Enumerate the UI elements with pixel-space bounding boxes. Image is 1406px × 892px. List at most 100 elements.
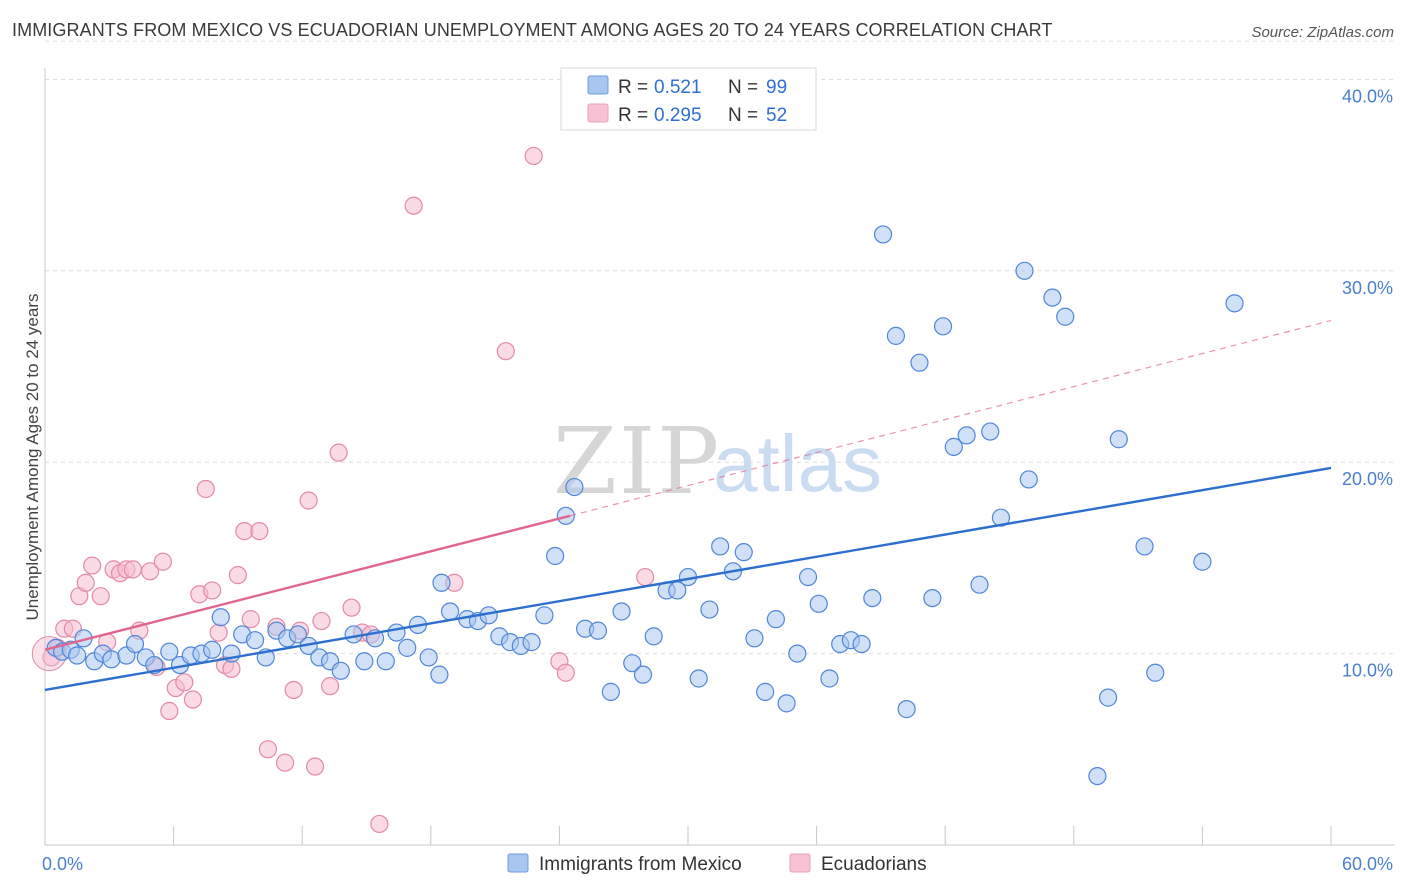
series-legend-swatch-ecuadorians (789, 853, 811, 873)
y-tick-labels: 10.0% 20.0% 30.0% 40.0% (1342, 86, 1393, 680)
ecuadorians-point (228, 566, 247, 585)
mexico-point (211, 608, 230, 627)
ecuadorians-trend-line (44, 514, 571, 651)
ecuadorians-point (76, 573, 95, 592)
mexico-point (1146, 663, 1165, 682)
y-tick-label: 40.0% (1342, 86, 1393, 106)
mexico-point (1019, 470, 1038, 489)
series-legend-label-ecuadorians: Ecuadorians (821, 854, 927, 875)
ecuadorians-point (329, 443, 348, 462)
ecuadorians-point (404, 196, 423, 215)
ecuadorians-point (222, 659, 241, 679)
ecuadorians-point (320, 677, 340, 696)
ecuadorians-point (275, 753, 295, 772)
mexico-point (863, 588, 882, 608)
ecuadorians-point (305, 757, 325, 776)
mexico-point (910, 353, 929, 372)
mexico-point (852, 634, 871, 654)
mexico-point (886, 326, 906, 345)
mexico-point (546, 546, 565, 566)
mexico-point (700, 600, 719, 619)
x-axis-ticks (44, 826, 1332, 845)
mexico-point (809, 594, 828, 613)
source-label: Source: ZipAtlas.com (1251, 24, 1394, 41)
mexico-point (535, 606, 554, 625)
mexico-point (873, 225, 893, 244)
ecuadorians-point (153, 552, 172, 571)
mexico-point (355, 652, 374, 671)
mexico-point (398, 638, 417, 657)
ecuadorians-point (196, 479, 215, 499)
series-legend-label-mexico: Immigrants from Mexico (539, 854, 742, 875)
ecuadorians-point (524, 146, 543, 166)
mexico-point (1193, 552, 1212, 571)
ecuadorians-point (160, 701, 179, 721)
legend-n-value-2: 52 (766, 105, 787, 126)
chart-title: IMMIGRANTS FROM MEXICO VS ECUADORIAN UNE… (12, 20, 1053, 40)
mexico-point (1098, 688, 1118, 707)
mexico-point (331, 661, 350, 680)
mexico-point (1043, 288, 1062, 307)
ecuadorians-point (636, 567, 655, 587)
mexico-point (991, 508, 1011, 527)
mexico-point (689, 669, 708, 688)
mexico-point (623, 654, 642, 673)
ecuadorians-point (203, 581, 222, 600)
ecuadorians-points (31, 146, 655, 834)
ecuadorians-point (140, 562, 160, 581)
legend-r-label-1: R = (618, 77, 648, 98)
y-tick-label: 20.0% (1342, 469, 1393, 489)
mexico-point (756, 682, 775, 701)
mexico-point (1088, 766, 1107, 786)
mexico-point (970, 575, 989, 594)
mexico-point (288, 625, 308, 644)
legend-swatch-mexico (587, 75, 609, 95)
mexico-point (957, 426, 976, 445)
legend-swatch-ecuadorians (587, 103, 609, 123)
correlation-legend: R = 0.521 N = 99 R = 0.295 N = 52 (560, 67, 817, 131)
mexico-point (601, 682, 620, 701)
y-tick-label: 10.0% (1342, 661, 1393, 681)
mexico-point (711, 537, 730, 556)
watermark-zip: ZIP (553, 408, 721, 515)
mexico-point (1225, 294, 1244, 313)
mexico-point (944, 437, 963, 456)
legend-r-value-2: 0.295 (654, 105, 702, 126)
gridlines (45, 40, 1395, 655)
mexico-point (933, 317, 953, 336)
mexico-trend-line (44, 466, 1332, 692)
ecuadorians-point (91, 587, 110, 606)
mexico-point (1135, 537, 1154, 556)
ecuadorians-point (175, 673, 194, 692)
mexico-point (1015, 261, 1034, 280)
mexico-point (588, 621, 608, 640)
ecuadorians-point (83, 556, 102, 575)
mexico-point (612, 602, 631, 621)
axes (44, 68, 1395, 846)
mexico-point (766, 610, 785, 629)
mexico-point (1109, 430, 1128, 449)
ecuadorians-point (496, 342, 515, 361)
ecuadorians-trend-extension (569, 319, 1332, 517)
mexico-points (46, 225, 1244, 786)
mexico-point (798, 567, 818, 587)
legend-n-label-1: N = (728, 77, 758, 98)
ecuadorians-point (556, 663, 575, 682)
watermark-atlas: atlas (713, 419, 882, 508)
mexico-point (777, 694, 796, 713)
legend-n-value-1: 99 (766, 77, 787, 98)
trend-lines (44, 319, 1332, 692)
mexico-point (633, 665, 653, 684)
mexico-point (1056, 307, 1075, 326)
ecuadorians-point (370, 814, 389, 834)
ecuadorians-point (209, 623, 228, 642)
legend-r-value-1: 0.521 (654, 77, 702, 98)
mexico-point (419, 648, 438, 667)
mexico-point (923, 588, 942, 608)
mexico-point (387, 623, 406, 642)
y-axis-label: Unemployment Among Ages 20 to 24 years (23, 294, 42, 621)
x-tick-label-max: 60.0% (1342, 854, 1393, 874)
mexico-point (734, 543, 753, 562)
mexico-point (981, 422, 1000, 441)
